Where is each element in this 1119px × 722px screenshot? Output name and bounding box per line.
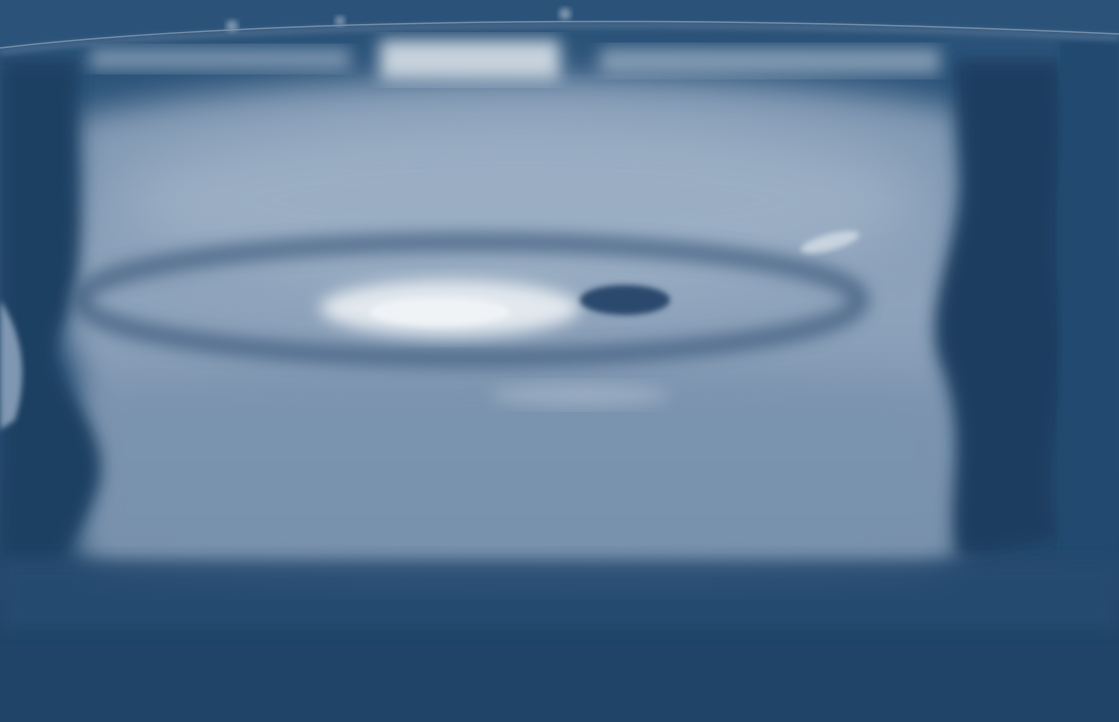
small-highlight (800, 231, 860, 253)
ripple-dark-ring (71, 233, 869, 367)
top-band-right (600, 48, 940, 74)
left-dark-column (0, 60, 101, 560)
top-bright-band (380, 40, 560, 80)
droplet-icon (559, 8, 571, 20)
right-dark-column (935, 60, 1069, 560)
top-band-left (90, 48, 350, 70)
left-light-sliver (0, 300, 23, 430)
water-rim-highlight (0, 20, 1119, 49)
ripple-highlight-core (370, 298, 510, 326)
mid-highlight (490, 383, 670, 407)
ripple-dimple (580, 285, 670, 315)
droplet-icon (226, 20, 238, 32)
right-edge (1060, 40, 1119, 580)
water-rim (0, 23, 1119, 55)
bottom-fade (0, 560, 1119, 630)
droplet-icon (335, 16, 345, 26)
lower-reflection (80, 375, 960, 583)
